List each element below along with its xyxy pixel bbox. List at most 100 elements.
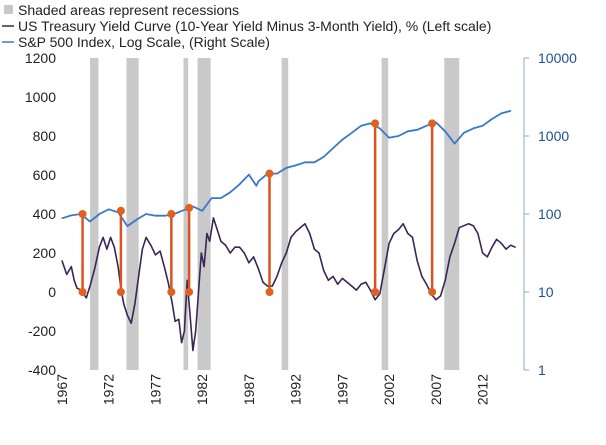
sp500-point bbox=[453, 142, 456, 145]
yield-curve-point bbox=[337, 283, 339, 285]
inversion-marker-top bbox=[428, 119, 437, 128]
x-axis: 1967 1972 1977 1982 1987 1992 1997 2002 2007 2012 bbox=[54, 374, 491, 405]
yield-curve-point bbox=[355, 289, 358, 291]
yield-curve-point bbox=[186, 279, 188, 281]
sp500-point bbox=[323, 156, 325, 158]
yield-curve-point bbox=[216, 229, 218, 231]
sp500-point bbox=[89, 220, 91, 223]
yield-curve-point bbox=[304, 223, 306, 225]
yield-curve-point bbox=[365, 281, 367, 283]
yield-curve-point bbox=[138, 275, 140, 277]
x-tick: 2012 bbox=[475, 374, 491, 405]
x-tick: 1982 bbox=[194, 374, 210, 405]
inversion-marker-bottom bbox=[428, 288, 437, 296]
sp500-point bbox=[416, 129, 418, 131]
yield-curve-point bbox=[141, 248, 143, 250]
x-tick-label: 1982 bbox=[194, 374, 210, 405]
yield-curve-point bbox=[178, 318, 180, 320]
yield-curve-point bbox=[346, 281, 348, 283]
yield-curve-point bbox=[234, 246, 236, 248]
yield-curve-point bbox=[167, 283, 170, 285]
sp500-point bbox=[210, 197, 213, 199]
yield-curve-point bbox=[416, 260, 418, 262]
x-tick-label: 2007 bbox=[428, 374, 444, 405]
yield-curve-point bbox=[309, 232, 311, 235]
yield-curve-point bbox=[313, 248, 315, 250]
right-tick-label: 10 bbox=[538, 284, 554, 300]
x-tick-label: 1987 bbox=[241, 374, 257, 405]
left-tick-label: 0 bbox=[48, 284, 56, 300]
sp500-point bbox=[201, 210, 203, 212]
yield-curve-point bbox=[407, 232, 409, 235]
yield-curve-point bbox=[253, 256, 255, 258]
sp500-point bbox=[341, 138, 344, 141]
legend-label: Shaded areas represent recessions bbox=[18, 2, 239, 18]
sp500-point bbox=[388, 137, 390, 139]
yield-curve-point bbox=[486, 256, 488, 258]
recession-band bbox=[183, 58, 189, 370]
sp500-point bbox=[332, 147, 334, 149]
yield-curve-point bbox=[411, 236, 414, 238]
sp500-point bbox=[463, 132, 465, 134]
x-tick-label: 2002 bbox=[381, 374, 397, 405]
yield-curve-point bbox=[463, 225, 465, 227]
sp500-point bbox=[61, 217, 63, 219]
x-tick-label: 1972 bbox=[101, 374, 117, 405]
x-tick: 2007 bbox=[428, 374, 444, 405]
yield-curve-point bbox=[130, 322, 132, 324]
sp500-point bbox=[425, 125, 428, 127]
inversion-marker-bottom bbox=[265, 288, 274, 296]
left-tick-label: 1000 bbox=[25, 89, 56, 105]
sp500-point bbox=[369, 122, 372, 125]
left-tick-label: 800 bbox=[33, 128, 57, 144]
inversion-marker-top bbox=[371, 119, 380, 128]
yield-curve-point bbox=[171, 303, 173, 305]
sp500-point bbox=[360, 125, 362, 127]
sp500-point bbox=[248, 173, 250, 176]
recession-band bbox=[281, 58, 289, 370]
yield-curve-point bbox=[102, 236, 104, 238]
yield-curve-point bbox=[248, 262, 250, 264]
inversion-marker-bottom bbox=[371, 288, 380, 296]
yield-curve-point bbox=[421, 275, 423, 277]
x-tick: 1987 bbox=[241, 374, 257, 405]
yield-curve-point bbox=[192, 349, 194, 352]
yield-curve-point bbox=[159, 250, 161, 252]
yield-curve-point bbox=[145, 236, 147, 238]
yield-curve-point bbox=[189, 314, 191, 316]
yield-curve-point bbox=[89, 285, 91, 287]
sp500-point bbox=[229, 191, 231, 193]
yield-curve-point bbox=[106, 248, 108, 250]
sp500-point bbox=[164, 215, 166, 217]
sp500-point bbox=[255, 185, 258, 187]
x-tick-label: 1967 bbox=[54, 374, 70, 405]
yield-curve-point bbox=[514, 246, 516, 248]
yield-curve-point bbox=[472, 225, 474, 227]
inversion-marker-top bbox=[167, 210, 176, 218]
yield-curve-point bbox=[154, 254, 157, 256]
yield-curve-point bbox=[197, 291, 200, 293]
inversion-marker-top bbox=[185, 203, 194, 212]
recession-band bbox=[197, 58, 211, 370]
inversion-marker-bottom bbox=[78, 288, 87, 296]
yield-curve-point bbox=[318, 252, 320, 254]
right-tick-label: 10000 bbox=[538, 50, 577, 66]
inversion-marker-top bbox=[116, 206, 125, 215]
legend-label: US Treasury Yield Curve (10-Year Yield M… bbox=[18, 18, 491, 34]
right-tick-label: 1000 bbox=[538, 128, 569, 144]
yield-curve-point bbox=[224, 244, 227, 246]
yield-curve-point bbox=[73, 279, 75, 281]
yield-curve-point bbox=[123, 303, 125, 305]
inversion-marker-bottom bbox=[167, 288, 176, 296]
yield-curve-point bbox=[209, 240, 211, 242]
yield-curve-point bbox=[449, 256, 451, 258]
left-tick-label: 1200 bbox=[25, 50, 56, 66]
sp500-point bbox=[313, 161, 315, 163]
yield-curve-point bbox=[341, 277, 344, 279]
yield-curve-point bbox=[183, 330, 186, 332]
yield-curve-point bbox=[439, 295, 442, 297]
yield-curve-point bbox=[281, 262, 283, 264]
